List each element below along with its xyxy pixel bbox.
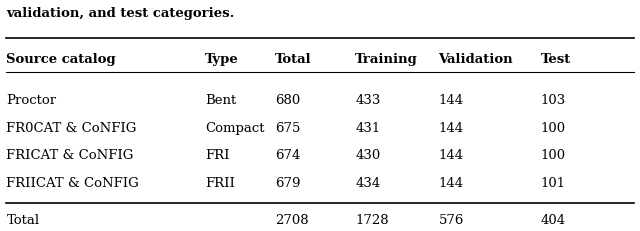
Text: 675: 675 [275, 121, 301, 134]
Text: 680: 680 [275, 94, 300, 107]
Text: 103: 103 [541, 94, 566, 107]
Text: FRI: FRI [205, 149, 229, 161]
Text: 674: 674 [275, 149, 301, 161]
Text: FRII: FRII [205, 176, 235, 189]
Text: 431: 431 [355, 121, 380, 134]
Text: FRICAT & CoNFIG: FRICAT & CoNFIG [6, 149, 134, 161]
Text: 679: 679 [275, 176, 301, 189]
Text: Proctor: Proctor [6, 94, 56, 107]
Text: Type: Type [205, 52, 239, 65]
Text: Test: Test [541, 52, 571, 65]
Text: Training: Training [355, 52, 418, 65]
Text: Total: Total [6, 213, 40, 226]
Text: FR0CAT & CoNFIG: FR0CAT & CoNFIG [6, 121, 137, 134]
Text: 100: 100 [541, 121, 566, 134]
Text: 433: 433 [355, 94, 381, 107]
Text: 434: 434 [355, 176, 380, 189]
Text: Total: Total [275, 52, 312, 65]
Text: Validation: Validation [438, 52, 513, 65]
Text: Bent: Bent [205, 94, 236, 107]
Text: 2708: 2708 [275, 213, 309, 226]
Text: 1728: 1728 [355, 213, 389, 226]
Text: 144: 144 [438, 94, 463, 107]
Text: 404: 404 [541, 213, 566, 226]
Text: validation, and test categories.: validation, and test categories. [6, 7, 235, 20]
Text: 576: 576 [438, 213, 464, 226]
Text: 100: 100 [541, 149, 566, 161]
Text: 144: 144 [438, 149, 463, 161]
Text: Source catalog: Source catalog [6, 52, 116, 65]
Text: 144: 144 [438, 121, 463, 134]
Text: 101: 101 [541, 176, 566, 189]
Text: FRIICAT & CoNFIG: FRIICAT & CoNFIG [6, 176, 139, 189]
Text: 144: 144 [438, 176, 463, 189]
Text: 430: 430 [355, 149, 380, 161]
Text: Compact: Compact [205, 121, 264, 134]
